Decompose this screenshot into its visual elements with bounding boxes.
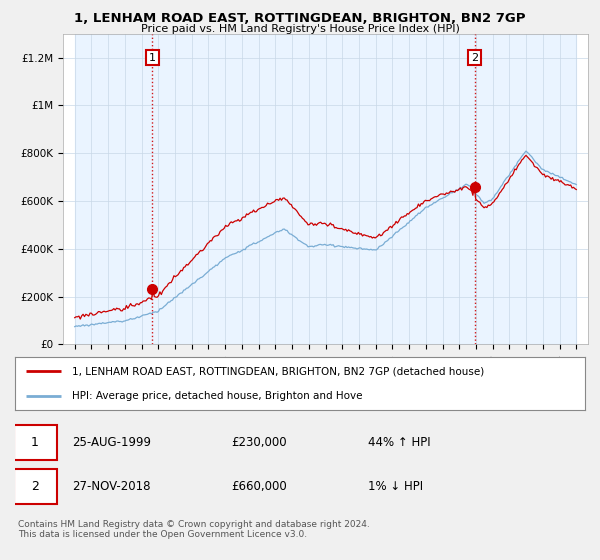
Text: 27-NOV-2018: 27-NOV-2018	[72, 480, 151, 493]
Text: 1, LENHAM ROAD EAST, ROTTINGDEAN, BRIGHTON, BN2 7GP: 1, LENHAM ROAD EAST, ROTTINGDEAN, BRIGHT…	[74, 12, 526, 25]
Text: 44% ↑ HPI: 44% ↑ HPI	[368, 436, 431, 449]
Text: 1: 1	[149, 53, 156, 63]
Text: 2: 2	[31, 480, 39, 493]
FancyBboxPatch shape	[14, 469, 56, 504]
Text: £660,000: £660,000	[232, 480, 287, 493]
Text: 1% ↓ HPI: 1% ↓ HPI	[368, 480, 424, 493]
Text: 2: 2	[471, 53, 478, 63]
Text: Price paid vs. HM Land Registry's House Price Index (HPI): Price paid vs. HM Land Registry's House …	[140, 24, 460, 34]
Text: Contains HM Land Registry data © Crown copyright and database right 2024.
This d: Contains HM Land Registry data © Crown c…	[18, 520, 370, 539]
Text: HPI: Average price, detached house, Brighton and Hove: HPI: Average price, detached house, Brig…	[72, 390, 362, 400]
FancyBboxPatch shape	[14, 425, 56, 460]
Text: 25-AUG-1999: 25-AUG-1999	[72, 436, 151, 449]
Text: 1: 1	[31, 436, 39, 449]
Text: £230,000: £230,000	[232, 436, 287, 449]
Text: 1, LENHAM ROAD EAST, ROTTINGDEAN, BRIGHTON, BN2 7GP (detached house): 1, LENHAM ROAD EAST, ROTTINGDEAN, BRIGHT…	[72, 366, 484, 376]
